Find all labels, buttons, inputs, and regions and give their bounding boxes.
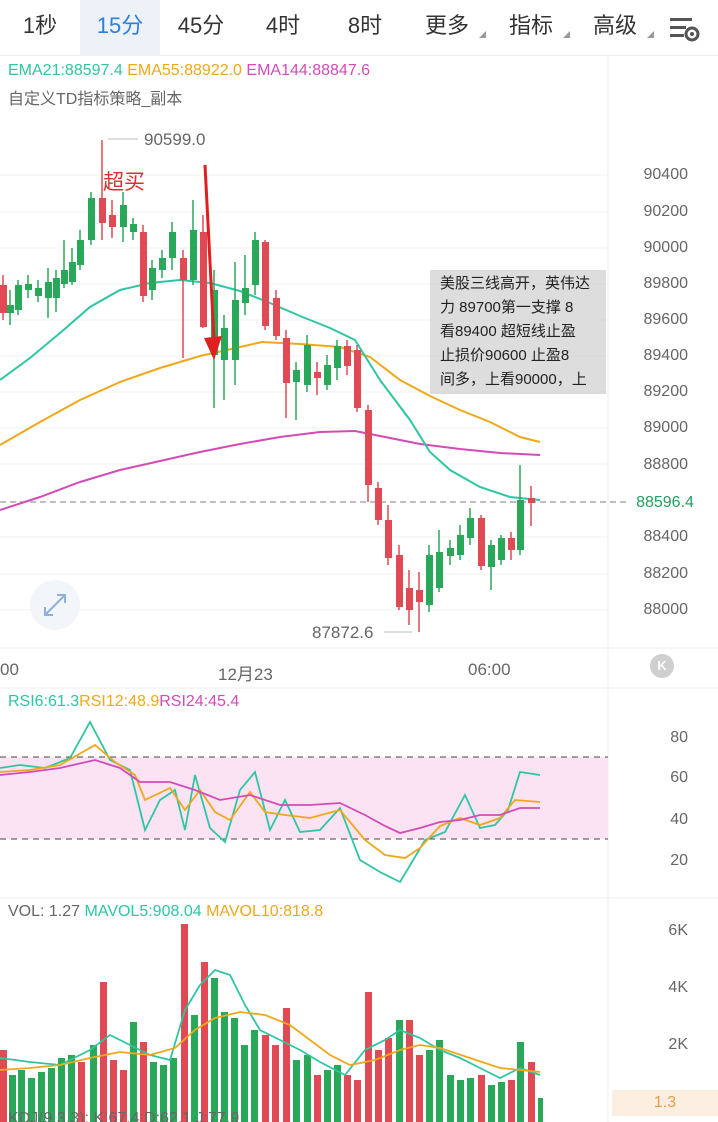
tab-4h[interactable]: 4时	[265, 13, 301, 38]
dropdown-triangle-icon	[479, 31, 486, 38]
vol-tick: 4K	[668, 979, 688, 996]
price-tick: 90200	[643, 203, 689, 220]
expand-icon	[44, 594, 66, 616]
candles	[0, 140, 535, 632]
annotation-line: 力 89700第一支撑 8	[440, 299, 574, 316]
tab-8h[interactable]: 8时	[347, 13, 383, 38]
last-volume-badge: 1.3	[612, 1090, 718, 1116]
high-price-label: 90599.0	[144, 130, 206, 149]
price-tick: 89600	[643, 311, 689, 328]
low-price-label: 87872.6	[312, 623, 374, 642]
price-tick: 88800	[643, 456, 689, 473]
timeframe-tabs: 1秒 15分 45分 4时 8时 更多 指标 高级	[0, 0, 718, 56]
tab-15m[interactable]: 15分	[80, 0, 160, 56]
price-tick: 89200	[643, 383, 689, 400]
tab-advanced[interactable]: 高级	[578, 0, 654, 56]
strategy-annotation: 美股三线高开，英伟达 力 89700第一支撑 8 看89400 超短线止盈 止损…	[430, 270, 606, 394]
price-tick: 90400	[643, 166, 689, 183]
current-price-badge: 88596.4	[626, 490, 704, 516]
strategy-label: 自定义TD指标策略_副本	[8, 91, 183, 108]
chart-settings-icon[interactable]	[664, 10, 704, 46]
overbought-label: 超买	[103, 171, 145, 194]
tab-1s[interactable]: 1秒	[22, 13, 58, 38]
rsi6-label: RSI6:61.3	[8, 693, 80, 710]
ema144-label: EMA144:88847.6	[246, 62, 371, 79]
rsi-legend: RSI6:61.3RSI12:48.9RSI24:45.4	[8, 693, 239, 711]
tab-45m[interactable]: 45分	[177, 13, 225, 38]
annotation-line: 止损价90600 止盈8	[440, 347, 570, 364]
price-tick: 88200	[643, 565, 689, 582]
k-scroll-icon[interactable]: K	[650, 654, 674, 678]
dropdown-triangle-icon	[647, 31, 654, 38]
price-tick: 88400	[643, 528, 689, 545]
ema55-label: EMA55:88922.0	[127, 62, 242, 79]
annotation-line: 美股三线高开，英伟达	[440, 275, 591, 292]
candlestick-chart[interactable]	[0, 56, 718, 1122]
price-tick: 90000	[643, 239, 689, 256]
time-label-mid: 12月23	[218, 665, 273, 684]
time-label-left: 00	[0, 660, 19, 679]
rsi-tick: 20	[670, 852, 688, 869]
kdj-legend: KDJ(9,3,3): K:67.4 D:62.1 J:77.9	[8, 1110, 240, 1122]
time-label-right: 06:00	[468, 660, 511, 679]
ema21-label: EMA21:88597.4	[8, 62, 123, 79]
price-tick: 88000	[643, 601, 689, 618]
rsi-tick: 80	[670, 729, 688, 746]
annotation-line: 间多，上看90000，上	[440, 371, 587, 388]
mavol10-label: MAVOL10:818.8	[206, 903, 324, 920]
rsi12-label: RSI12:48.9	[79, 693, 160, 710]
vol-legend: VOL: 1.27 MAVOL5:908.04 MAVOL10:818.8	[8, 903, 323, 921]
mavol5-label: MAVOL5:908.04	[84, 903, 202, 920]
rsi24-label: RSI24:45.4	[159, 693, 240, 710]
annotation-line: 看89400 超短线止盈	[440, 323, 576, 340]
price-tick: 89000	[643, 419, 689, 436]
vol-label: VOL: 1.27	[8, 903, 81, 920]
rsi-tick: 60	[670, 769, 688, 786]
tab-indicators[interactable]: 指标	[494, 0, 570, 56]
price-tick: 89400	[643, 347, 689, 364]
tab-more[interactable]: 更多	[410, 0, 486, 56]
dropdown-triangle-icon	[563, 31, 570, 38]
vol-tick: 2K	[668, 1036, 688, 1053]
ema-legend: EMA21:88597.4 EMA55:88922.0 EMA144:88847…	[8, 62, 370, 80]
price-tick: 89800	[643, 275, 689, 292]
vol-tick: 6K	[668, 922, 688, 939]
fullscreen-button[interactable]	[30, 580, 80, 630]
rsi-tick: 40	[670, 811, 688, 828]
